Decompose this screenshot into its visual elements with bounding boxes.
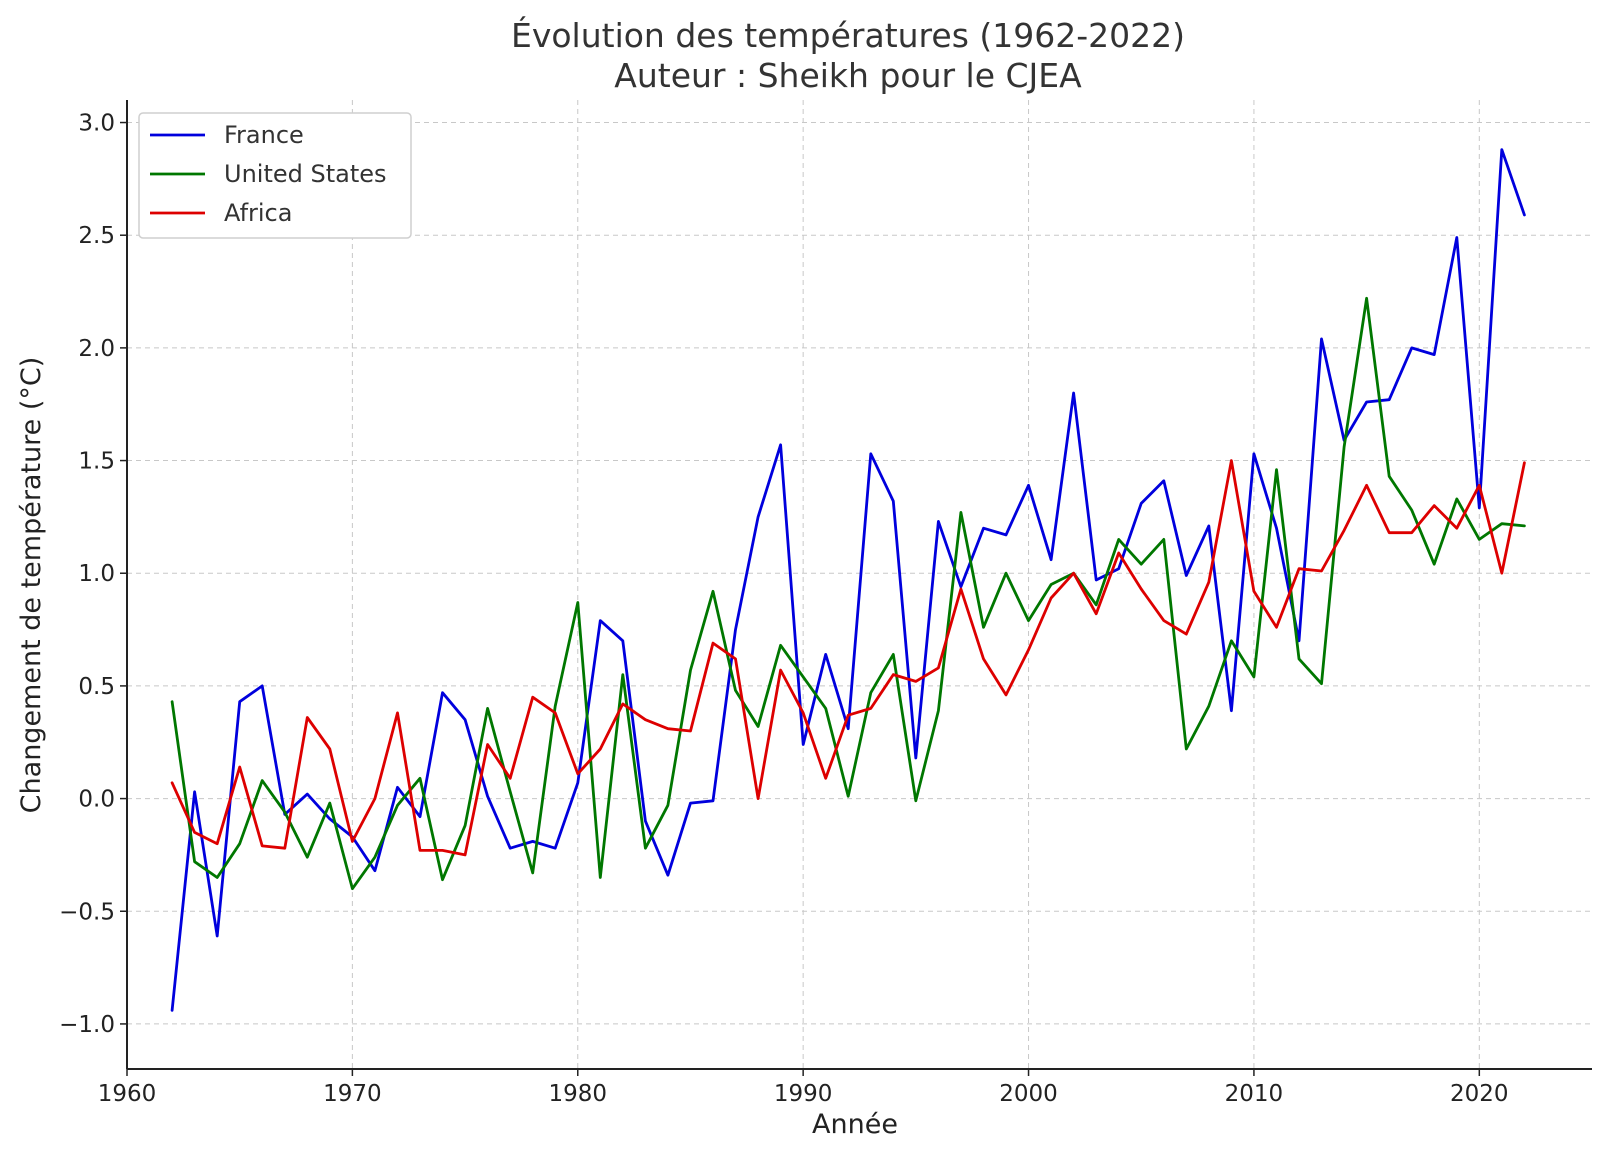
y-tick-label: 1.0: [78, 561, 115, 587]
legend-label: Africa: [224, 199, 292, 227]
chart-title: Évolution des températures (1962-2022): [511, 15, 1185, 55]
chart-subtitle: Auteur : Sheikh pour le CJEA: [614, 56, 1082, 95]
y-tick-label: 3.0: [78, 111, 115, 137]
x-tick-label: 2020: [1450, 1081, 1509, 1107]
y-tick-label: −1.0: [59, 1012, 115, 1038]
y-axis-title: Changement de température (°C): [16, 357, 47, 814]
legend-label: United States: [224, 160, 387, 188]
y-tick-label: 2.0: [78, 336, 115, 362]
axes: [120, 100, 1592, 1076]
series-lines: [170, 148, 1526, 1012]
x-tick-label: 2000: [999, 1081, 1058, 1107]
series-line-united-states: [170, 296, 1526, 891]
series-line-france: [170, 148, 1526, 1012]
legend-frame: [138, 112, 412, 239]
y-tick-label: 0.0: [78, 787, 115, 813]
x-tick-label: 1970: [323, 1081, 382, 1107]
y-tick-label: 2.5: [78, 223, 115, 249]
x-tick-label: 2010: [1225, 1081, 1284, 1107]
x-tick-label: 1990: [774, 1081, 833, 1107]
x-axis-title: Année: [812, 1109, 898, 1140]
legend: France United States Africa: [138, 112, 412, 239]
x-tick-label: 1960: [98, 1081, 157, 1107]
tick-labels: 1960 1970 1980 1990 2000 2010 2020 −1.0 −0.5 0.0 0…: [59, 111, 1508, 1107]
y-tick-label: 1.5: [78, 449, 115, 475]
legend-label: France: [224, 121, 304, 149]
x-tick-label: 1980: [548, 1081, 607, 1107]
series-line-africa: [170, 459, 1526, 857]
y-tick-label: −0.5: [59, 899, 115, 925]
y-tick-label: 0.5: [78, 674, 115, 700]
